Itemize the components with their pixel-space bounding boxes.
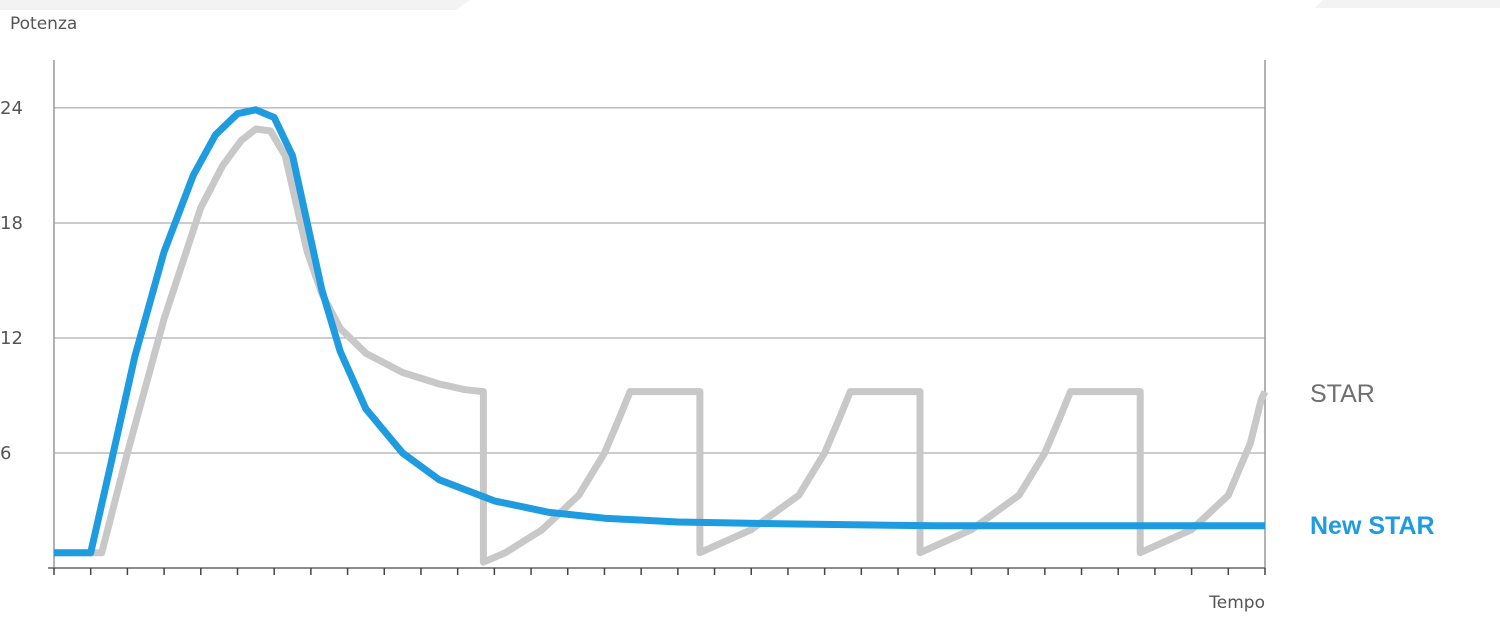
y-tick-label-18: 18 [0,213,23,234]
legend-star: STAR [1310,380,1375,408]
x-axis-title: Tempo [1208,593,1265,613]
y-tick-label-24: 24 [0,98,23,119]
series-line-new-star [54,106,1265,557]
y-tick-label-6: 6 [0,443,11,464]
y-axis-title: Potenza [10,14,77,34]
axis-layer: 6 12 18 24 [0,60,1266,575]
grid-layer [54,107,1265,454]
series-line-star [54,125,1269,566]
top-left-frame-strip [0,0,470,10]
top-right-frame-strip [1315,0,1500,8]
legend-new-star: New STAR [1310,512,1435,540]
series-layer [54,106,1269,566]
y-tick-label-12: 12 [0,328,23,349]
